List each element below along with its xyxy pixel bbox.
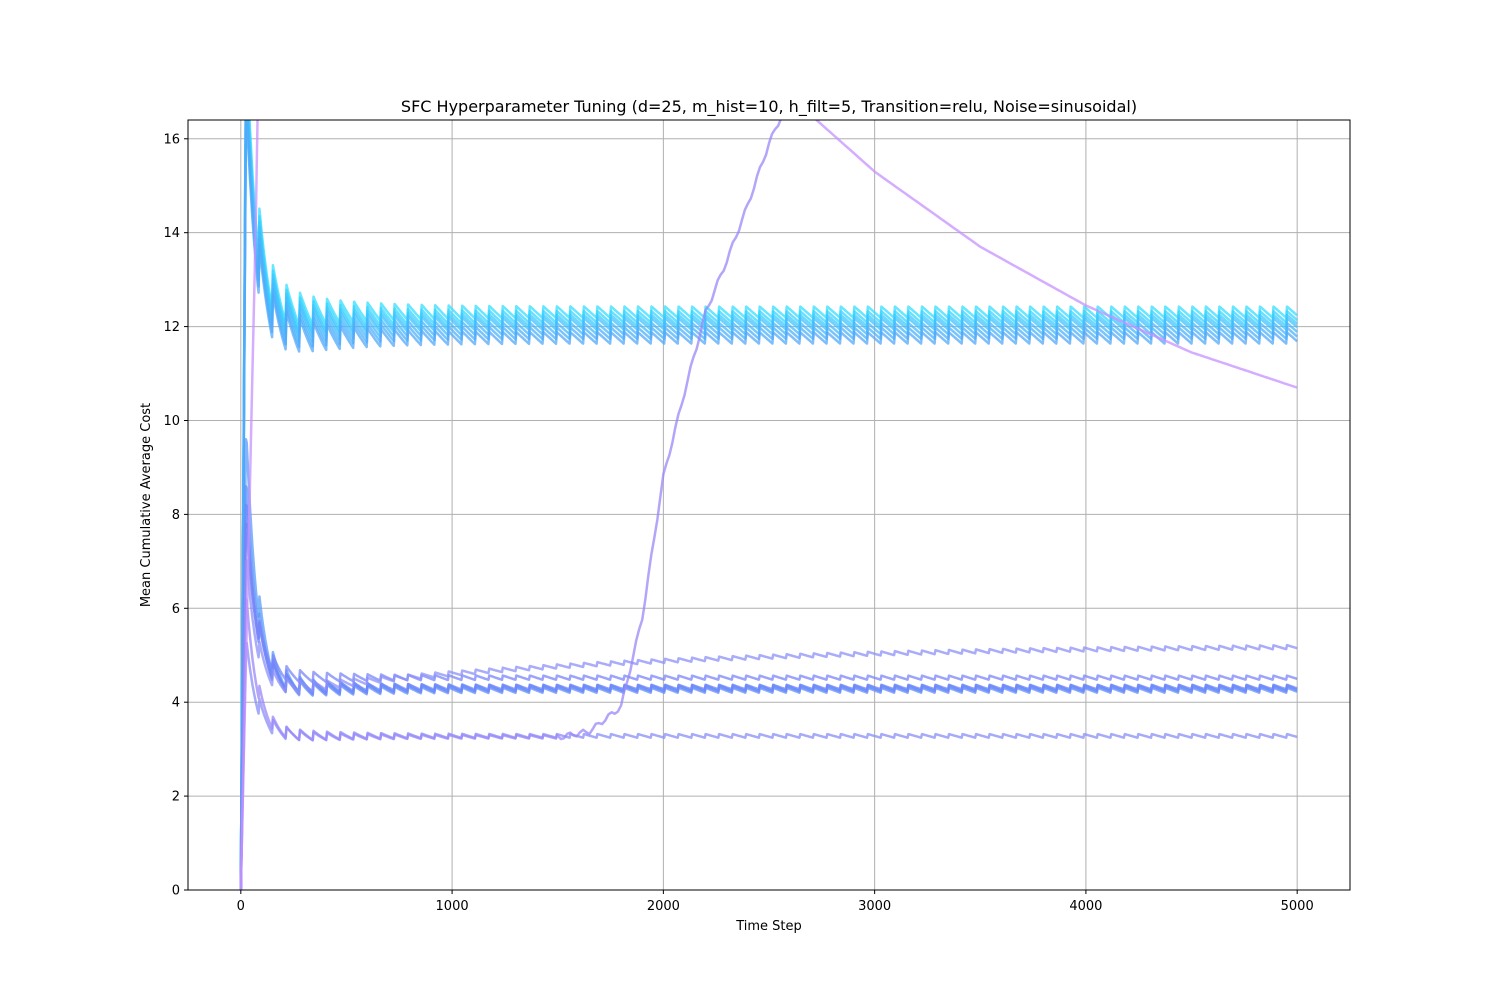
chart-title: SFC Hyperparameter Tuning (d=25, m_hist=… [401,97,1137,117]
x-tick-label: 2000 [647,899,680,914]
y-tick-label: 8 [172,508,180,523]
series-line-4 [239,120,1298,890]
series-line-16 [239,120,1298,890]
x-tick-label: 5000 [1281,899,1314,914]
series-line-6 [239,120,1299,890]
x-axis-label: Time Step [735,919,802,934]
axis-ticks: 0 1000 2000 3000 4000 5000 0 2 4 6 8 10 12 14 16 [163,132,1313,914]
y-tick-label: 10 [163,414,180,429]
plot-frame [187,119,1351,891]
y-tick-label: 2 [172,790,180,805]
series-line-13 [239,559,1298,890]
x-tick-label: 4000 [1069,899,1102,914]
x-tick-label: 0 [237,899,245,914]
series-line-11 [239,522,1298,890]
y-axis-label: Mean Cumulative Average Cost [139,403,154,607]
series-line-15 [239,120,782,890]
x-tick-label: 3000 [858,899,891,914]
series-line-1 [239,120,1299,890]
y-tick-label: 4 [172,696,180,711]
y-tick-label: 6 [172,602,180,617]
y-tick-label: 12 [163,320,180,335]
series-line-5 [239,120,1298,890]
series-line-7 [239,120,1299,890]
y-tick-label: 14 [163,226,180,241]
y-tick-label: 16 [163,132,180,147]
series-line-9 [239,484,1298,890]
y-tick-label: 0 [172,884,180,899]
series-line-10 [239,503,1298,890]
series-line-3 [239,120,1298,890]
x-tick-label: 1000 [436,899,469,914]
series-group [239,120,1299,890]
